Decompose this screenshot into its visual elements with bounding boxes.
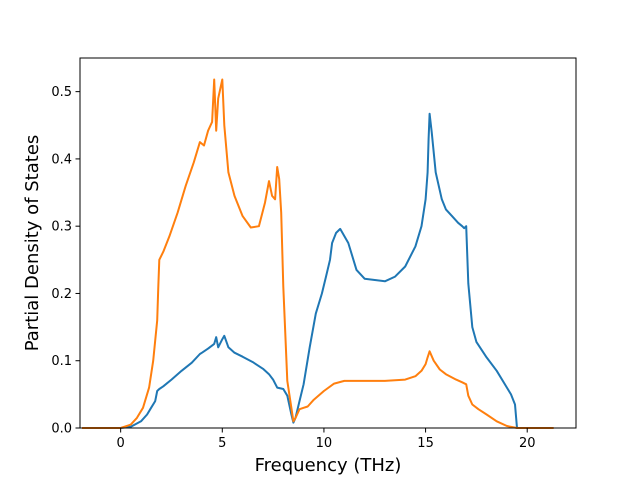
series-line-2 (82, 78, 554, 429)
y-tick-label: 0.3 (51, 220, 72, 235)
y-axis-ticks: 0.0 0.1 0.2 0.3 0.4 0.5 (51, 85, 80, 437)
x-axis-title: Frequency (THz) (255, 455, 402, 476)
y-axis-title: Partial Density of States (22, 135, 43, 352)
axes-layer (79, 57, 577, 429)
y-tick-label: 0.0 (51, 422, 72, 437)
y-tick-label: 0.1 (51, 354, 72, 369)
y-tick-label: 0.4 (51, 152, 72, 167)
x-axis-ticks: 0 5 10 15 20 (117, 428, 536, 451)
x-tick-label: 5 (218, 436, 226, 451)
series-line-1 (82, 112, 554, 429)
y-tick-label: 0.2 (51, 287, 72, 302)
axes-frame (79, 57, 577, 429)
series-layer (82, 78, 554, 429)
x-tick-label: 15 (417, 436, 434, 451)
x-tick-label: 20 (519, 436, 536, 451)
x-tick-label: 0 (117, 436, 125, 451)
y-tick-label: 0.5 (51, 85, 72, 100)
x-tick-label: 10 (316, 436, 333, 451)
